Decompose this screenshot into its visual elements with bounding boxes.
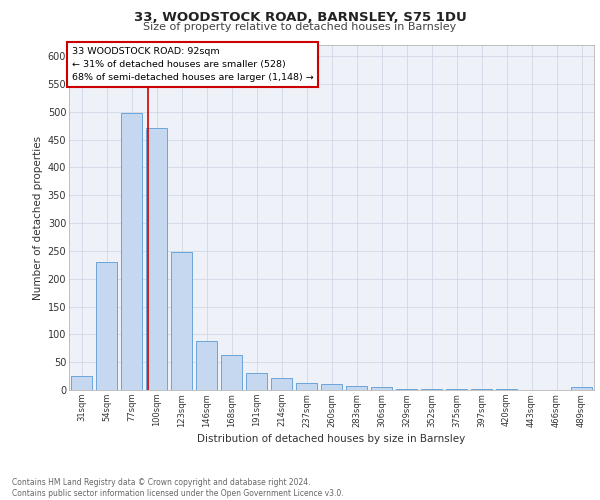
Bar (171, 252, 192, 390)
Bar (321, 384, 342, 390)
Y-axis label: Number of detached properties: Number of detached properties (34, 136, 43, 300)
Text: Size of property relative to detached houses in Barnsley: Size of property relative to detached ho… (143, 22, 457, 32)
Bar (296, 383, 317, 390)
Bar (71, 376, 92, 390)
Bar (396, 389, 417, 390)
Bar (96, 262, 117, 390)
Bar (121, 114, 142, 390)
Text: Contains HM Land Registry data © Crown copyright and database right 2024.
Contai: Contains HM Land Registry data © Crown c… (12, 478, 344, 498)
X-axis label: Distribution of detached houses by size in Barnsley: Distribution of detached houses by size … (197, 434, 466, 444)
Bar (146, 128, 167, 390)
Text: 33 WOODSTOCK ROAD: 92sqm
← 31% of detached houses are smaller (528)
68% of semi-: 33 WOODSTOCK ROAD: 92sqm ← 31% of detach… (71, 46, 313, 82)
Bar (371, 387, 392, 390)
Bar (271, 378, 292, 390)
Bar (346, 386, 367, 390)
Bar (571, 387, 592, 390)
Bar (246, 374, 267, 390)
Bar (221, 355, 242, 390)
Text: 33, WOODSTOCK ROAD, BARNSLEY, S75 1DU: 33, WOODSTOCK ROAD, BARNSLEY, S75 1DU (134, 11, 466, 24)
Bar (196, 341, 217, 390)
